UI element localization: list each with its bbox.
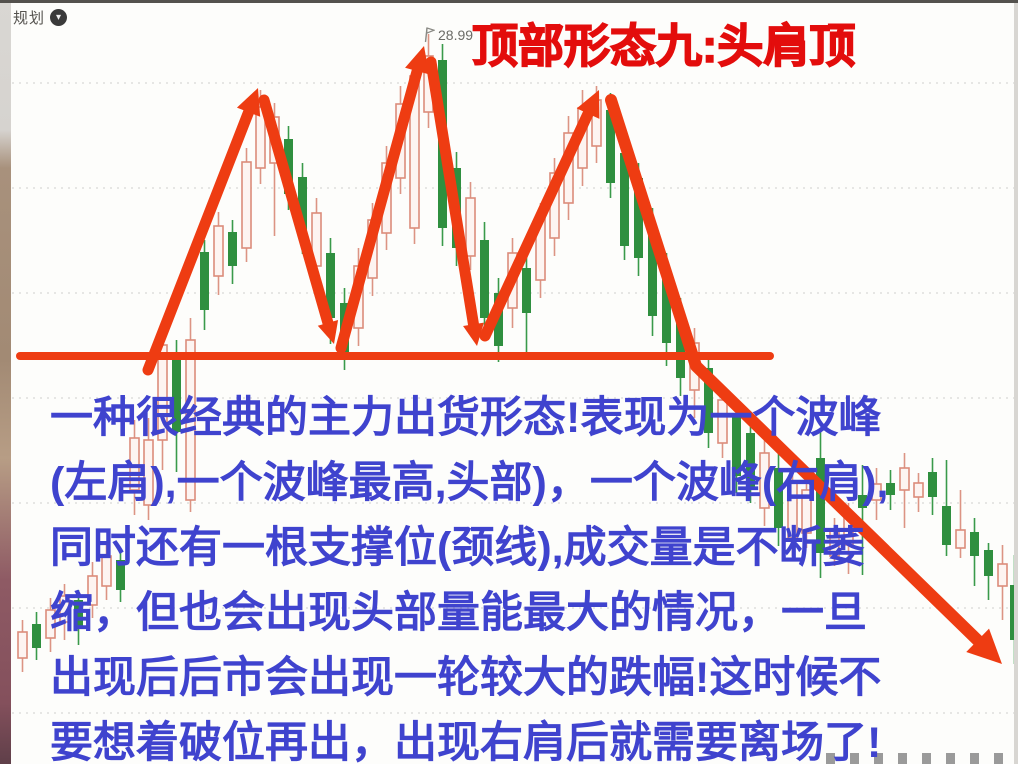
corner-label: 规划	[13, 10, 46, 27]
up-candle	[955, 529, 966, 549]
up-candle	[45, 609, 56, 639]
caption-line: (左肩),一个波峰最高,头部)，一个波峰(右肩),	[50, 459, 889, 507]
up-candle	[759, 452, 770, 509]
up-candle	[787, 482, 798, 539]
up-candle	[241, 161, 252, 249]
right-edge-strip	[1014, 0, 1018, 764]
left-edge-strip	[0, 0, 11, 764]
up-candle	[465, 197, 476, 257]
down-candle	[606, 110, 615, 183]
up-candle	[185, 339, 196, 501]
down-candle	[816, 458, 825, 553]
down-candle	[228, 232, 237, 266]
down-candle	[648, 226, 657, 316]
down-candle	[522, 268, 531, 313]
down-candle	[676, 313, 685, 378]
caption-line: 要想着破位再出，出现右肩后就需要离场了!	[50, 719, 882, 764]
down-candle	[984, 550, 993, 576]
top-edge-border	[0, 0, 1018, 3]
caption-line: 同时还有一根支撑位(颈线),成交量是不断萎	[50, 524, 865, 572]
chevron-down-icon[interactable]: ▾	[50, 9, 68, 26]
down-candle	[970, 532, 979, 556]
caption-line: 一种很经典的主力出货形态!表现为一个波峰	[50, 394, 882, 442]
caption-line: 出现后后市会出现一轮较大的跌幅!这时候不	[50, 654, 882, 702]
left-shoulder-rise-arrow	[142, 97, 258, 376]
corner-overlay: 规划 ▾	[13, 7, 68, 28]
down-candle	[32, 624, 41, 648]
flag-icon	[424, 27, 435, 43]
caption-text-block: 一种很经典的主力出货形态!表现为一个波峰 (左肩),一个波峰最高,头部)，一个波…	[50, 386, 1010, 764]
up-candle	[87, 575, 98, 606]
breakdown-arrow	[605, 94, 994, 656]
down-candle	[774, 468, 783, 528]
down-candle	[746, 433, 755, 488]
up-candle	[801, 489, 812, 534]
down-candle	[480, 240, 489, 318]
up-candle	[829, 529, 840, 557]
cutoff-watermark	[826, 753, 1012, 764]
down-candle	[886, 483, 895, 495]
pattern-annotations	[16, 46, 1002, 664]
down-candle	[634, 178, 643, 258]
caption-line: 缩，但也会出现头部量能最大的情况，一旦	[50, 589, 867, 637]
up-candle	[17, 631, 28, 659]
down-candle	[326, 253, 335, 318]
head-rise-arrow	[335, 55, 426, 354]
page-title: 顶部形态九:头肩顶	[471, 19, 856, 73]
down-candle	[928, 472, 937, 497]
up-candle	[101, 555, 112, 587]
down-candle	[74, 600, 83, 628]
down-candle	[942, 506, 951, 545]
up-candle	[871, 483, 882, 501]
gridlines	[12, 82, 1014, 714]
right-shoulder-rise-arrow	[479, 98, 598, 342]
head-decline-arrow	[425, 56, 481, 339]
up-candle	[913, 482, 924, 498]
down-candle	[298, 177, 307, 238]
down-candle	[620, 153, 629, 246]
down-candle	[704, 368, 713, 433]
price-marker: 28.99	[424, 27, 473, 43]
down-candle	[116, 560, 125, 590]
up-candle	[899, 467, 910, 491]
left-shoulder-decline-arrow	[258, 94, 336, 337]
down-candle	[732, 413, 741, 476]
down-candle	[662, 268, 671, 343]
down-candle	[200, 252, 209, 310]
up-candle	[143, 439, 154, 506]
up-candle	[997, 563, 1008, 587]
up-candle	[129, 437, 140, 491]
down-candle	[858, 495, 867, 508]
down-candle	[172, 358, 181, 432]
up-candle	[59, 595, 70, 623]
price-label: 28.99	[438, 27, 474, 43]
up-candle	[213, 225, 224, 277]
